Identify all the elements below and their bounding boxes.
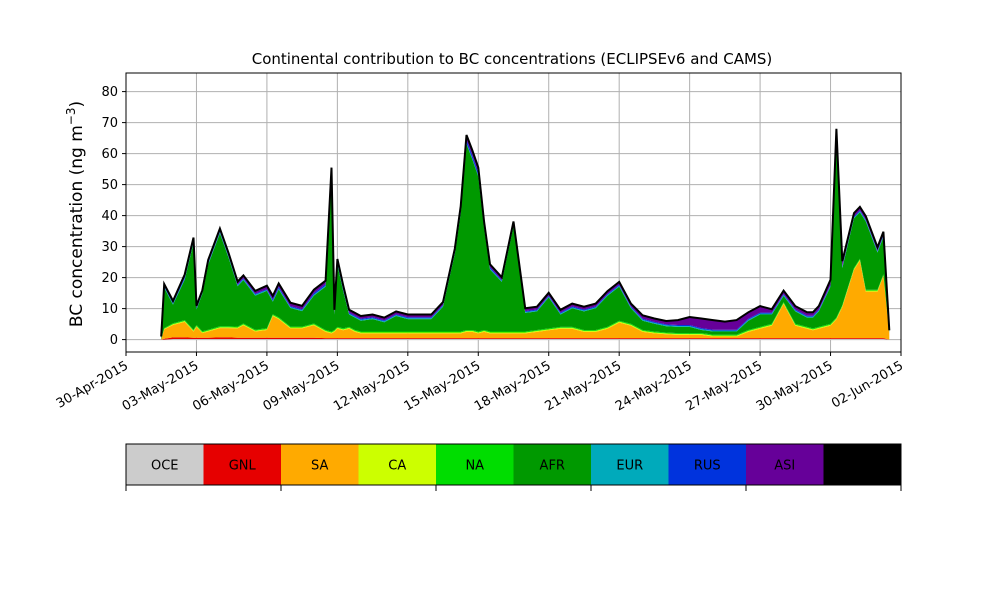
legend-swatch-eur (591, 444, 669, 485)
y-axis-ticks: 0 10 20 30 40 50 60 70 80 (101, 85, 126, 348)
y-tick-label: 50 (101, 178, 118, 193)
legend-colorbar: OCE GNL SA CA NA AFR EUR RUS ASI AUS (125, 443, 902, 491)
legend-swatch-na (436, 444, 514, 485)
y-tick-label: 80 (101, 85, 118, 100)
legend-label-afr: AFR (540, 459, 565, 474)
legend-label-gnl: GNL (229, 459, 257, 474)
y-axis-label-superscript: −3 (64, 107, 78, 125)
area-gnl (161, 337, 890, 340)
legend-swatch-sa (281, 444, 359, 485)
plot-frame (125, 72, 902, 353)
y-tick-label: 10 (101, 302, 118, 317)
legend-swatch-oce (126, 444, 204, 485)
y-tick-label: 20 (101, 271, 118, 286)
legend-label-na: NA (465, 459, 484, 474)
legend-label-oce: OCE (151, 459, 179, 474)
legend-label-rus: RUS (694, 459, 721, 474)
legend-frame (125, 443, 902, 486)
y-tick-label: 30 (101, 240, 118, 255)
legend-swatch-asi (746, 444, 824, 485)
legend-swatch-rus (668, 444, 747, 485)
legend-label-ca: CA (388, 459, 406, 474)
stacked-areas (161, 128, 890, 340)
y-tick-label: 0 (110, 333, 118, 348)
legend-swatch-afr (513, 444, 592, 485)
legend-swatch-aus (823, 444, 902, 485)
legend-label-sa: SA (311, 459, 328, 474)
legend-swatch-ca (358, 444, 437, 485)
y-axis-label-close: ) (67, 101, 87, 108)
legend-label-eur: EUR (616, 459, 643, 474)
chart-title: Continental contribution to BC concentra… (252, 50, 773, 68)
legend-swatch-gnl (203, 444, 282, 485)
y-tick-label: 70 (101, 116, 118, 131)
area-sa (161, 260, 890, 340)
legend-label-asi: ASI (774, 459, 795, 474)
area-afr (161, 137, 890, 340)
y-axis-label: BC concentration (ng m−3) (64, 101, 87, 327)
y-tick-label: 60 (101, 147, 118, 162)
y-axis-label-main: BC concentration (ng m (67, 125, 87, 327)
total-concentration-outline (160, 128, 891, 337)
area-oce (161, 339, 890, 340)
legend-label-aus: AUS (849, 459, 876, 474)
y-tick-label: 40 (101, 209, 118, 224)
